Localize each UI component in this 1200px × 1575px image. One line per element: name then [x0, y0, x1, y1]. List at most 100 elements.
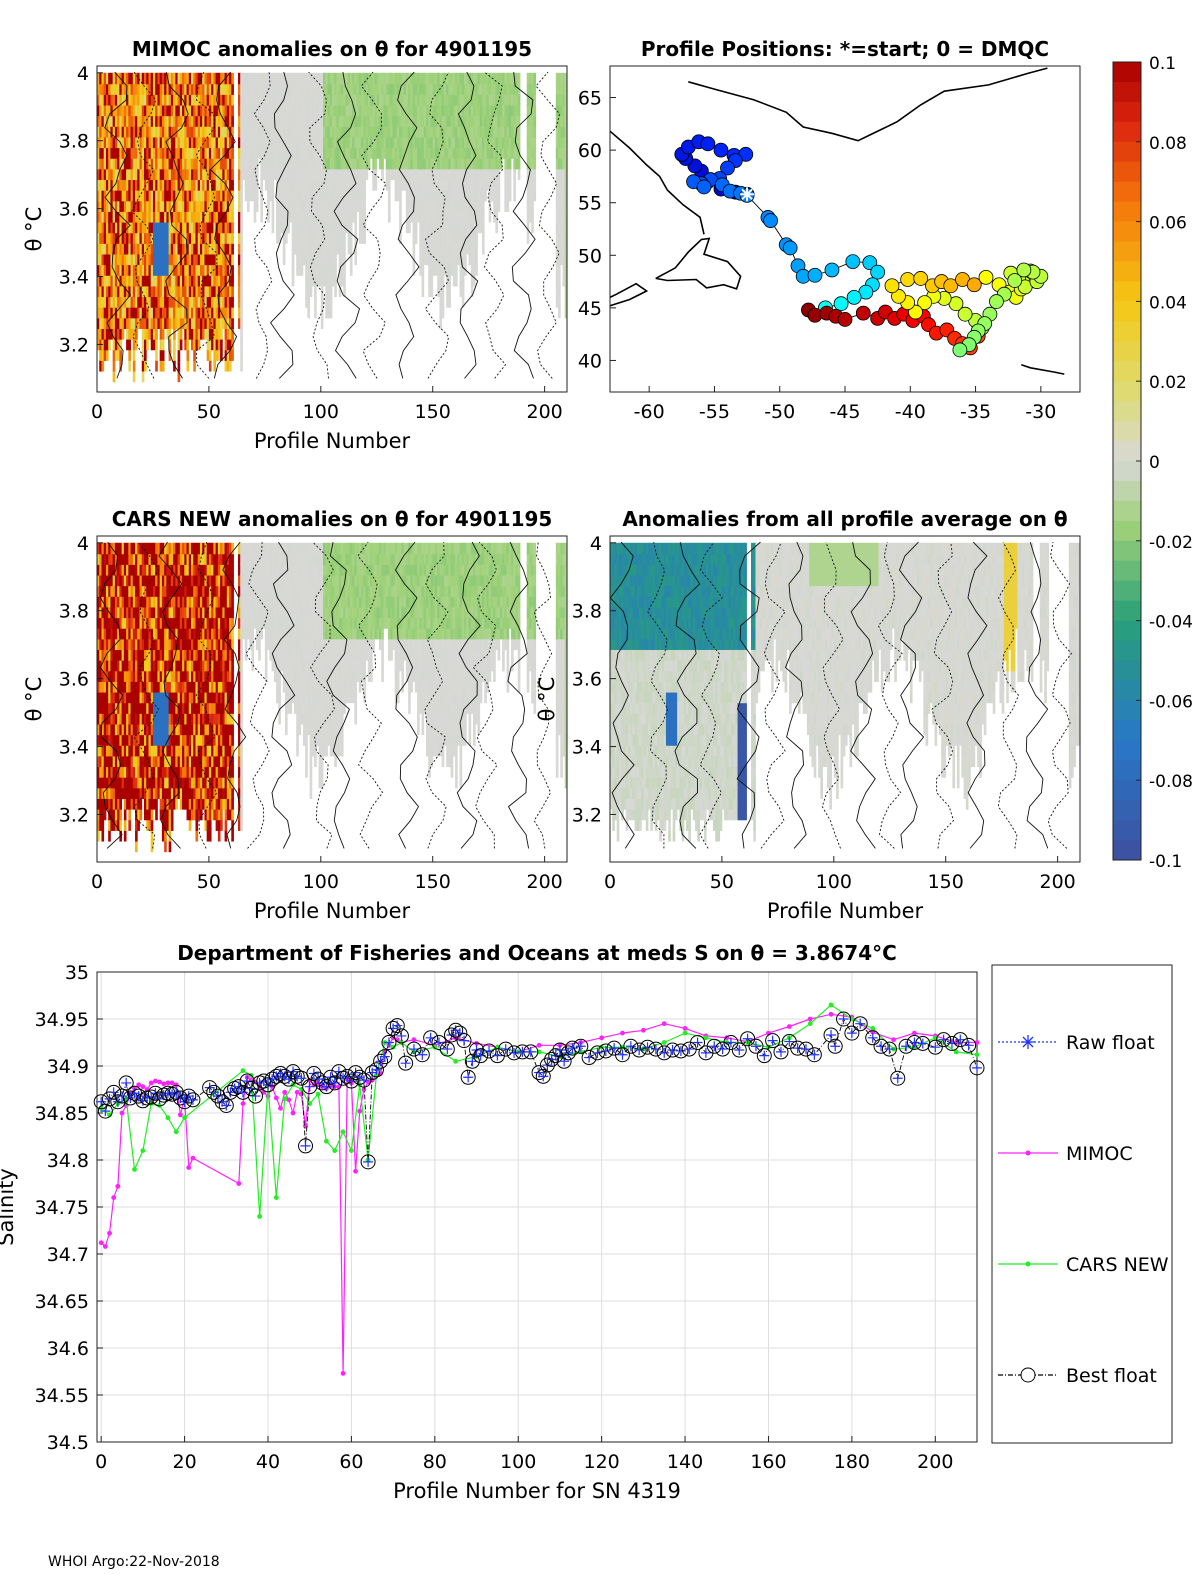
heatmap-cell — [128, 274, 131, 287]
heatmap-cell — [112, 285, 116, 298]
heatmap-cell — [155, 104, 158, 117]
heatmap-cell — [291, 221, 295, 234]
heatmap-cell — [412, 72, 416, 85]
heatmap-cell — [358, 83, 362, 95]
heatmap-cell — [164, 564, 167, 576]
heatmap-cell — [206, 94, 210, 106]
heatmap-cell — [119, 702, 123, 714]
heatmap-cell — [121, 755, 125, 768]
heatmap-cell — [105, 243, 109, 255]
heatmap-cell — [132, 94, 136, 106]
heatmap-cell — [101, 702, 105, 714]
heatmap-cell — [164, 691, 167, 704]
heatmap-cell — [325, 189, 328, 202]
heatmap-cell — [101, 819, 105, 831]
heatmap-cell — [287, 200, 290, 212]
heatmap-cell — [450, 221, 454, 234]
heatmap-cell — [182, 221, 185, 234]
heatmap-cell — [481, 157, 485, 170]
heatmap-cell — [323, 264, 326, 276]
heatmap-cell — [224, 94, 228, 106]
heatmap-cell — [130, 670, 134, 682]
heatmap-cell — [457, 243, 460, 255]
heatmap-cell — [285, 232, 288, 244]
heatmap-cell — [97, 638, 100, 651]
heatmap-cell — [144, 553, 147, 565]
heatmap-cell — [123, 264, 127, 276]
heatmap-cell — [477, 168, 481, 181]
heatmap-cell — [213, 211, 217, 223]
heatmap-cell — [130, 115, 134, 127]
heatmap-cell — [182, 723, 185, 736]
heatmap-cell — [432, 232, 436, 244]
heatmap-cell — [150, 296, 154, 308]
heatmap-cell — [217, 157, 221, 170]
heatmap-cell — [229, 285, 232, 298]
heatmap-cell — [157, 221, 161, 234]
heatmap-cell — [446, 285, 449, 298]
heatmap-cell — [421, 147, 425, 159]
heatmap-cell — [461, 157, 465, 170]
heatmap-cell — [334, 104, 337, 117]
heatmap-cell — [231, 136, 234, 149]
heatmap-cell — [564, 285, 568, 298]
heatmap-cell — [179, 200, 183, 212]
heatmap-cell — [262, 72, 266, 85]
heatmap-cell — [349, 157, 353, 170]
heatmap-cell — [130, 617, 134, 629]
heatmap-cell — [426, 83, 429, 95]
heatmap-cell — [390, 147, 393, 159]
heatmap-cell — [224, 338, 228, 351]
heatmap-cell — [224, 285, 228, 298]
heatmap-cell — [564, 104, 568, 117]
heatmap-cell — [126, 189, 129, 202]
heatmap-cell — [186, 285, 190, 298]
heatmap-cell — [305, 285, 308, 298]
heatmap-cell — [229, 232, 232, 244]
heatmap-cell — [132, 670, 136, 682]
heatmap-cell — [490, 104, 494, 117]
heatmap-cell — [493, 83, 496, 95]
heatmap-cell — [240, 253, 243, 266]
heatmap-cell — [296, 179, 299, 191]
heatmap-cell — [173, 317, 176, 329]
heatmap-cell — [166, 157, 170, 170]
heatmap-cell — [188, 306, 192, 319]
heatmap-cell — [513, 115, 516, 127]
heatmap-cell — [255, 115, 259, 127]
heatmap-cell — [119, 627, 123, 640]
heatmap-cell — [280, 189, 284, 202]
heatmap-cell — [159, 72, 163, 85]
heatmap-cell — [220, 200, 223, 212]
heatmap-cell — [144, 670, 147, 682]
heatmap-cell — [213, 189, 217, 202]
heatmap-cell — [323, 125, 326, 138]
heatmap-cell — [195, 72, 199, 85]
heatmap-cell — [455, 72, 458, 85]
heatmap-cell — [452, 243, 456, 255]
heatmap-cell — [278, 200, 281, 212]
heatmap-cell — [423, 211, 427, 223]
heatmap-cell — [381, 72, 384, 85]
heatmap-cell — [293, 189, 297, 202]
heatmap-cell — [126, 564, 129, 576]
heatmap-cell — [229, 189, 232, 202]
heatmap-cell — [126, 179, 129, 191]
heatmap-cell — [155, 360, 158, 372]
heatmap-cell — [392, 83, 396, 95]
heatmap-cell — [468, 125, 472, 138]
heatmap-cell — [251, 147, 255, 159]
heatmap-cell — [144, 744, 147, 757]
heatmap-cell — [363, 147, 366, 159]
heatmap-cell — [144, 125, 147, 138]
heatmap-cell — [168, 264, 172, 276]
heatmap-cell — [410, 168, 413, 181]
heatmap-cell — [479, 94, 483, 106]
heatmap-cell — [139, 713, 143, 725]
heatmap-cell — [356, 125, 360, 138]
heatmap-cell — [179, 713, 183, 725]
heatmap-cell — [457, 157, 460, 170]
heatmap-cell — [146, 232, 149, 244]
heatmap-cell — [170, 744, 174, 757]
heatmap-cell — [414, 83, 418, 95]
